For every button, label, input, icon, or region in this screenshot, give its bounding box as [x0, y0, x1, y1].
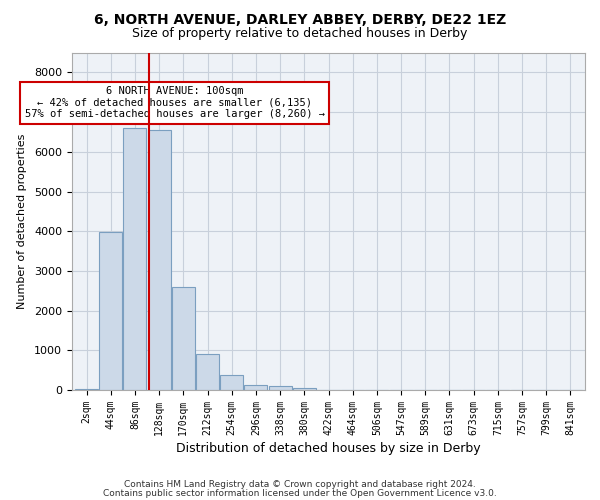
Text: Size of property relative to detached houses in Derby: Size of property relative to detached ho…	[133, 28, 467, 40]
Text: 6, NORTH AVENUE, DARLEY ABBEY, DERBY, DE22 1EZ: 6, NORTH AVENUE, DARLEY ABBEY, DERBY, DE…	[94, 12, 506, 26]
Y-axis label: Number of detached properties: Number of detached properties	[17, 134, 27, 309]
Bar	[220, 375, 243, 390]
Bar	[269, 386, 292, 390]
Bar	[172, 287, 195, 390]
Bar	[148, 130, 170, 390]
Bar	[75, 389, 98, 390]
Text: 6 NORTH AVENUE: 100sqm
← 42% of detached houses are smaller (6,135)
57% of semi-: 6 NORTH AVENUE: 100sqm ← 42% of detached…	[25, 86, 325, 120]
Bar	[293, 388, 316, 390]
Text: Contains public sector information licensed under the Open Government Licence v3: Contains public sector information licen…	[103, 488, 497, 498]
Bar	[196, 354, 219, 390]
Bar	[99, 232, 122, 390]
Bar	[244, 384, 268, 390]
Text: Contains HM Land Registry data © Crown copyright and database right 2024.: Contains HM Land Registry data © Crown c…	[124, 480, 476, 489]
Bar	[124, 128, 146, 390]
X-axis label: Distribution of detached houses by size in Derby: Distribution of detached houses by size …	[176, 442, 481, 455]
